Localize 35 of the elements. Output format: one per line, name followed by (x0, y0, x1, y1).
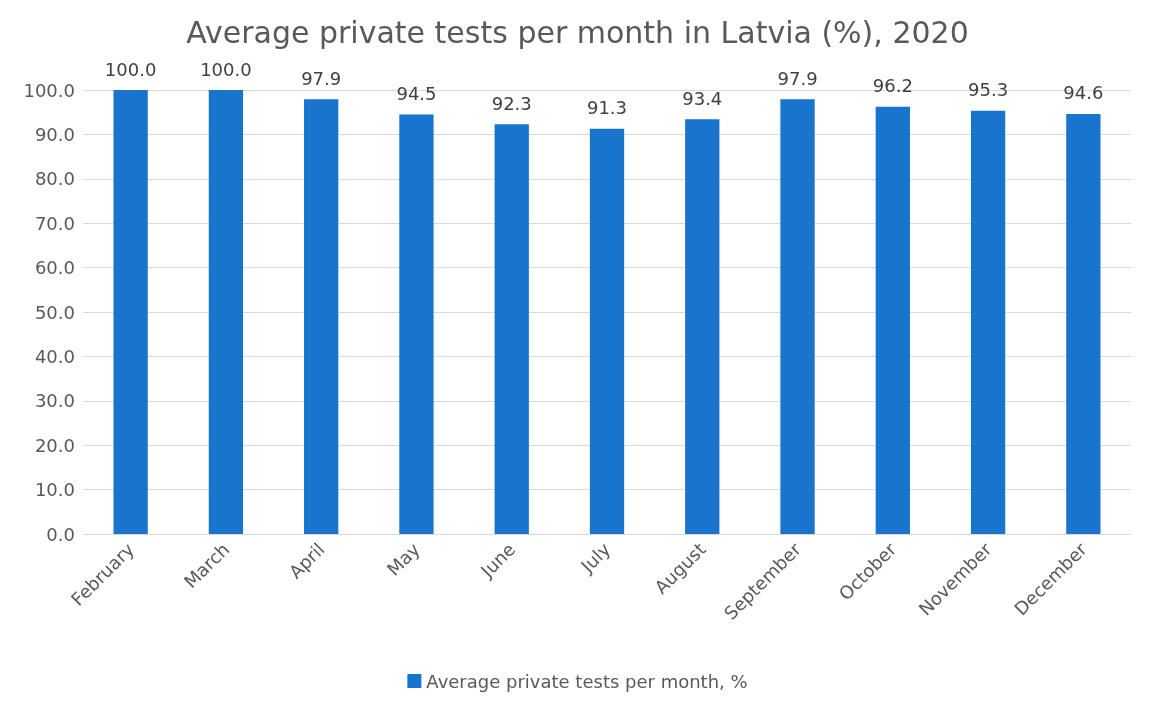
bar (113, 90, 148, 534)
data-label: 96.2 (872, 75, 913, 97)
data-label: 94.6 (1063, 82, 1104, 104)
bar (494, 124, 529, 534)
y-tick-label: 60.0 (34, 257, 75, 279)
data-label: 95.3 (968, 79, 1009, 101)
y-tick-label: 30.0 (34, 390, 75, 412)
bar (304, 99, 339, 534)
bar (399, 114, 434, 534)
y-tick-label: 70.0 (34, 212, 75, 234)
data-label: 94.5 (396, 82, 437, 104)
chart-title: Average private tests per month in Latvia (%), 2020 (186, 14, 969, 50)
data-label: 97.9 (777, 67, 818, 89)
bar (1066, 113, 1101, 534)
data-label: 97.9 (301, 67, 342, 89)
bar (875, 106, 910, 534)
bar (685, 119, 720, 534)
legend-label: Average private tests per month, % (426, 670, 748, 692)
bar (208, 90, 244, 534)
y-tick-label: 90.0 (34, 123, 75, 145)
y-tick-label: 20.0 (34, 434, 75, 456)
data-label: 100.0 (200, 58, 252, 80)
bar (780, 99, 815, 534)
y-tick-label: 0.0 (46, 523, 75, 545)
data-label: 92.3 (491, 92, 532, 114)
y-tick-label: 80.0 (34, 168, 75, 190)
data-label: 93.4 (682, 87, 723, 109)
y-tick-label: 40.0 (34, 345, 75, 367)
data-label: 100.0 (104, 58, 157, 80)
bar (589, 128, 625, 534)
y-tick-label: 100.0 (23, 79, 75, 101)
data-label: 91.3 (586, 97, 628, 119)
y-tick-label: 50.0 (34, 301, 75, 323)
y-tick-label: 10.0 (34, 479, 75, 501)
bar (970, 110, 1006, 534)
